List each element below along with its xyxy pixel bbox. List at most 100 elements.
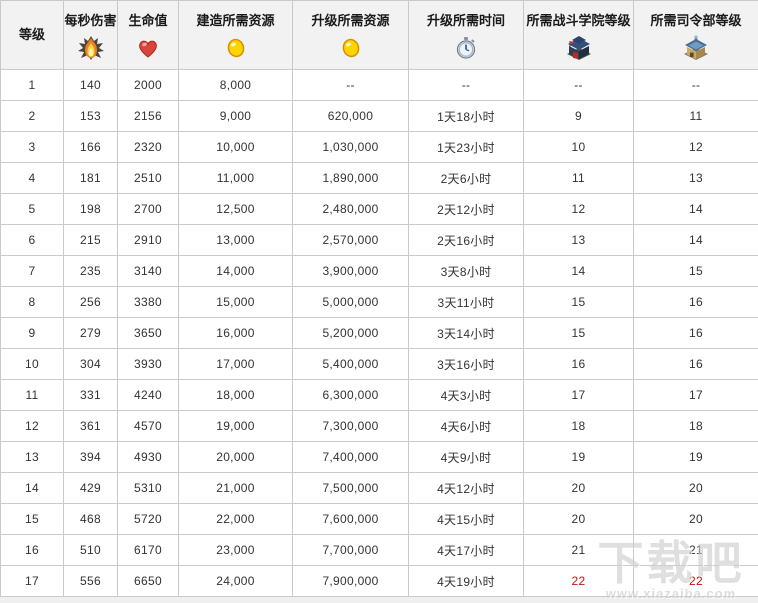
dps-cell: 361 bbox=[63, 410, 118, 442]
build-cost-cell: 22,000 bbox=[178, 503, 293, 535]
header-level-label: 等级 bbox=[18, 27, 45, 42]
table-row: 10 304 3930 17,000 5,400,000 3天16小时 16 16 bbox=[0, 348, 758, 380]
level-cell: 16 bbox=[0, 534, 64, 566]
academy-level-cell: 15 bbox=[523, 317, 634, 349]
dps-cell: 429 bbox=[63, 472, 118, 504]
header-upgrade-time: 升级所需时间 bbox=[408, 0, 524, 70]
upgrade-time-cell: 3天8小时 bbox=[408, 255, 524, 287]
level-cell: 7 bbox=[0, 255, 64, 287]
hq-level-cell: 20 bbox=[633, 503, 758, 535]
table-row: 14 429 5310 21,000 7,500,000 4天12小时 20 20 bbox=[0, 472, 758, 504]
dps-cell: 468 bbox=[63, 503, 118, 535]
academy-building-icon bbox=[525, 32, 633, 64]
level-cell: 13 bbox=[0, 441, 64, 473]
dps-cell: 331 bbox=[63, 379, 118, 411]
academy-level-cell: 15 bbox=[523, 286, 634, 318]
level-cell: 14 bbox=[0, 472, 64, 504]
dps-cell: 153 bbox=[63, 100, 118, 132]
dps-cell: 181 bbox=[63, 162, 118, 194]
hp-cell: 4930 bbox=[117, 441, 179, 473]
build-cost-cell: 13,000 bbox=[178, 224, 293, 256]
hq-level-cell: 21 bbox=[633, 534, 758, 566]
build-cost-cell: 21,000 bbox=[178, 472, 293, 504]
hq-level-cell: 22 bbox=[633, 565, 758, 597]
table-body: 1 140 2000 8,000 -- -- -- -- 2 153 2156 9,000 620,00… bbox=[0, 69, 758, 597]
hq-level-cell: 12 bbox=[633, 131, 758, 163]
upgrade-time-cell: 4天15小时 bbox=[408, 503, 524, 535]
header-row: 等级 每秒伤害 生命值 bbox=[0, 0, 758, 70]
academy-level-cell: 9 bbox=[523, 100, 634, 132]
table-row: 15 468 5720 22,000 7,600,000 4天15小时 20 20 bbox=[0, 503, 758, 535]
upgrade-cost-cell: 7,400,000 bbox=[292, 441, 409, 473]
level-cell: 2 bbox=[0, 100, 64, 132]
hp-cell: 5720 bbox=[117, 503, 179, 535]
hq-level-cell: -- bbox=[633, 69, 758, 101]
academy-level-cell: 12 bbox=[523, 193, 634, 225]
upgrade-cost-cell: 1,890,000 bbox=[292, 162, 409, 194]
build-cost-cell: 18,000 bbox=[178, 379, 293, 411]
upgrade-time-cell: 4天19小时 bbox=[408, 565, 524, 597]
hq-level-cell: 18 bbox=[633, 410, 758, 442]
header-build-cost: 建造所需资源 bbox=[178, 0, 293, 70]
header-upgrade-time-label: 升级所需时间 bbox=[426, 13, 505, 28]
header-dps: 每秒伤害 bbox=[63, 0, 118, 70]
level-cell: 3 bbox=[0, 131, 64, 163]
hp-cell: 2910 bbox=[117, 224, 179, 256]
upgrade-cost-cell: 2,570,000 bbox=[292, 224, 409, 256]
table-row: 12 361 4570 19,000 7,300,000 4天6小时 18 18 bbox=[0, 410, 758, 442]
hq-level-cell: 16 bbox=[633, 348, 758, 380]
upgrade-time-cell: 3天11小时 bbox=[408, 286, 524, 318]
dps-cell: 215 bbox=[63, 224, 118, 256]
hp-cell: 3930 bbox=[117, 348, 179, 380]
table-row: 7 235 3140 14,000 3,900,000 3天8小时 14 15 bbox=[0, 255, 758, 287]
upgrade-cost-cell: 7,600,000 bbox=[292, 503, 409, 535]
header-hp-label: 生命值 bbox=[128, 13, 168, 28]
upgrade-cost-cell: 620,000 bbox=[292, 100, 409, 132]
upgrade-time-cell: 2天12小时 bbox=[408, 193, 524, 225]
flame-icon bbox=[65, 32, 117, 64]
hq-level-cell: 20 bbox=[633, 472, 758, 504]
hq-level-cell: 14 bbox=[633, 224, 758, 256]
hp-cell: 5310 bbox=[117, 472, 179, 504]
level-cell: 5 bbox=[0, 193, 64, 225]
upgrade-cost-cell: 7,900,000 bbox=[292, 565, 409, 597]
level-cell: 10 bbox=[0, 348, 64, 380]
build-cost-cell: 11,000 bbox=[178, 162, 293, 194]
upgrade-cost-cell: 7,300,000 bbox=[292, 410, 409, 442]
upgrade-time-cell: 3天14小时 bbox=[408, 317, 524, 349]
table-row: 3 166 2320 10,000 1,030,000 1天23小时 10 12 bbox=[0, 131, 758, 163]
hp-cell: 4570 bbox=[117, 410, 179, 442]
header-upgrade-cost: 升级所需资源 bbox=[292, 0, 409, 70]
academy-level-cell: -- bbox=[523, 69, 634, 101]
hq-level-cell: 15 bbox=[633, 255, 758, 287]
academy-level-cell: 16 bbox=[523, 348, 634, 380]
build-cost-cell: 12,500 bbox=[178, 193, 293, 225]
dps-cell: 198 bbox=[63, 193, 118, 225]
dps-cell: 140 bbox=[63, 69, 118, 101]
header-upgrade-cost-label: 升级所需资源 bbox=[311, 13, 390, 28]
build-cost-cell: 20,000 bbox=[178, 441, 293, 473]
build-cost-cell: 19,000 bbox=[178, 410, 293, 442]
table-row: 11 331 4240 18,000 6,300,000 4天3小时 17 17 bbox=[0, 379, 758, 411]
upgrade-cost-cell: 7,700,000 bbox=[292, 534, 409, 566]
table-row: 2 153 2156 9,000 620,000 1天18小时 9 11 bbox=[0, 100, 758, 132]
hq-level-cell: 17 bbox=[633, 379, 758, 411]
hp-cell: 2156 bbox=[117, 100, 179, 132]
academy-level-cell: 11 bbox=[523, 162, 634, 194]
upgrade-time-cell: 4天3小时 bbox=[408, 379, 524, 411]
upgrade-cost-cell: 5,200,000 bbox=[292, 317, 409, 349]
level-cell: 9 bbox=[0, 317, 64, 349]
dps-cell: 556 bbox=[63, 565, 118, 597]
build-cost-cell: 10,000 bbox=[178, 131, 293, 163]
upgrade-cost-cell: 1,030,000 bbox=[292, 131, 409, 163]
build-cost-cell: 17,000 bbox=[178, 348, 293, 380]
table-row: 9 279 3650 16,000 5,200,000 3天14小时 15 16 bbox=[0, 317, 758, 349]
hp-cell: 3140 bbox=[117, 255, 179, 287]
hq-level-cell: 16 bbox=[633, 286, 758, 318]
upgrade-time-cell: 4天9小时 bbox=[408, 441, 524, 473]
level-cell: 6 bbox=[0, 224, 64, 256]
hp-cell: 3650 bbox=[117, 317, 179, 349]
academy-level-cell: 17 bbox=[523, 379, 634, 411]
academy-level-cell: 19 bbox=[523, 441, 634, 473]
